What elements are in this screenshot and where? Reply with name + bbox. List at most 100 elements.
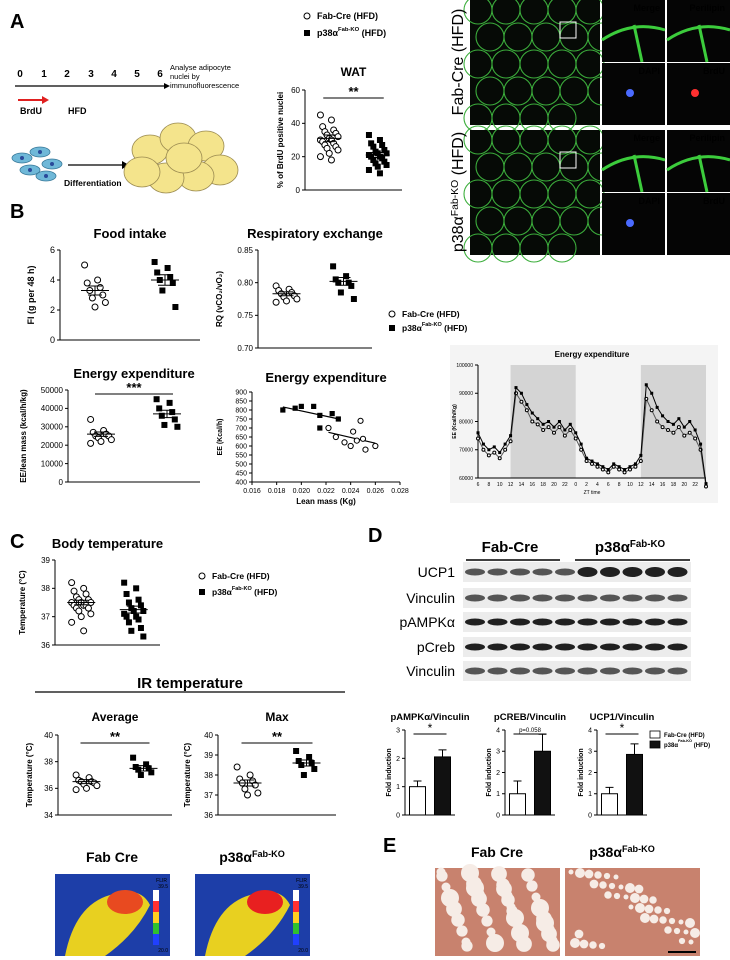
lipid-droplet xyxy=(584,869,594,879)
data-point xyxy=(233,763,241,771)
thermal-label-part: p38α xyxy=(219,849,252,865)
bar xyxy=(509,793,526,816)
lipid-droplet xyxy=(598,942,606,950)
data-point xyxy=(638,459,643,464)
timepoint: 3 xyxy=(88,69,94,80)
blot-band xyxy=(510,568,530,576)
y-tick-label: 36 xyxy=(44,784,53,793)
data-point xyxy=(298,403,304,409)
significance: ** xyxy=(272,729,283,744)
data-point xyxy=(524,408,529,413)
y-tick-label: 40000 xyxy=(41,404,64,413)
thermal-scale xyxy=(153,890,159,901)
data-point xyxy=(300,772,307,778)
data-point xyxy=(72,786,80,794)
data-point xyxy=(135,766,142,773)
lipid-droplet xyxy=(649,914,659,924)
data-point xyxy=(535,422,540,427)
y-tick-label: 0.80 xyxy=(237,278,253,287)
blot-band xyxy=(555,667,575,675)
x-tick-label: 22 xyxy=(692,482,698,488)
data-point xyxy=(316,153,324,161)
data-point xyxy=(546,425,551,430)
thermal-scale xyxy=(293,923,299,934)
data-point xyxy=(374,163,381,170)
blot-strip xyxy=(463,661,691,681)
y-tick-label: 34 xyxy=(44,811,53,820)
lipid-droplet xyxy=(511,917,521,927)
lipid-droplet xyxy=(613,874,619,880)
y-axis-label: Temperature (°C) xyxy=(25,742,34,807)
blot-band xyxy=(600,643,620,651)
membrane xyxy=(601,24,666,63)
data-point xyxy=(80,627,88,635)
data-point xyxy=(87,415,95,423)
lipid-droplet xyxy=(618,884,624,890)
lipid-droplet xyxy=(531,899,549,917)
histology-label: p38αFab-KO xyxy=(589,844,655,860)
data-point xyxy=(514,386,518,390)
lipid-droplet xyxy=(613,892,621,900)
y-tick-label: 38 xyxy=(41,584,50,593)
error-bar xyxy=(336,276,351,286)
blot-band xyxy=(487,618,508,626)
chart-title: Average xyxy=(92,710,139,724)
data-point xyxy=(370,157,377,163)
y-tick-label: 0 xyxy=(59,478,64,487)
data-point xyxy=(83,279,91,287)
blot-band xyxy=(510,594,530,602)
blot-group-part: Fab-KO xyxy=(630,539,666,550)
blot-group-part: p38α xyxy=(595,539,631,556)
data-point xyxy=(368,153,375,160)
x-tick-label: 10 xyxy=(627,482,633,488)
chart-title: pAMPKα/Vinculin xyxy=(390,712,469,723)
data-point xyxy=(481,442,485,446)
thermal-scale-max: 39.5 xyxy=(298,884,308,890)
blot-band xyxy=(532,594,553,602)
thermal-brand: FLIR xyxy=(156,878,167,884)
y-tick-label: 4 xyxy=(588,727,592,734)
thermal-label-part: Fab-KO xyxy=(252,849,285,859)
blot-band xyxy=(667,567,688,577)
data-point xyxy=(166,399,173,406)
y-tick-label: 38 xyxy=(204,771,213,780)
blot-row-label: pAMPKα xyxy=(399,614,455,630)
data-point xyxy=(376,137,383,143)
error-bar xyxy=(279,291,294,297)
y-tick-label: 38 xyxy=(44,757,53,766)
data-point xyxy=(655,419,660,424)
lipid-droplet xyxy=(639,894,649,904)
y-tick-label: 40 xyxy=(204,731,213,740)
thermal-scale xyxy=(153,923,159,934)
lipid-droplet xyxy=(640,913,650,923)
lipid-droplet xyxy=(589,941,597,949)
data-point xyxy=(383,162,390,168)
data-point xyxy=(541,422,545,426)
data-point xyxy=(244,791,251,799)
x-tick-label: 8 xyxy=(618,482,621,488)
data-point xyxy=(628,465,632,469)
data-point xyxy=(123,613,130,620)
x-tick-label: 8 xyxy=(487,482,490,488)
lipid-droplet xyxy=(589,879,599,889)
significance: ** xyxy=(110,729,121,744)
y-tick-label: 1 xyxy=(588,791,592,798)
legend-label-part: Fab-KO xyxy=(422,322,443,328)
data-point xyxy=(153,396,160,403)
data-point xyxy=(573,436,578,441)
data-point xyxy=(93,782,101,790)
data-point xyxy=(628,467,632,472)
blot-band xyxy=(645,567,665,577)
y-tick-label: 40 xyxy=(44,731,53,740)
x-tick-label: 14 xyxy=(519,482,525,488)
x-tick-label: 12 xyxy=(638,482,644,488)
blot-band xyxy=(487,667,508,675)
lipid-droplet xyxy=(436,870,448,882)
x-tick-label: 0.018 xyxy=(268,488,286,495)
data-point xyxy=(174,423,181,430)
legend-label: Fab-Cre (HFD) xyxy=(212,571,270,581)
thermal-scale xyxy=(153,912,159,923)
blot-band xyxy=(465,667,485,675)
lipid-droplet xyxy=(628,904,634,910)
thermal-scale-min: 20.0 xyxy=(158,948,168,954)
